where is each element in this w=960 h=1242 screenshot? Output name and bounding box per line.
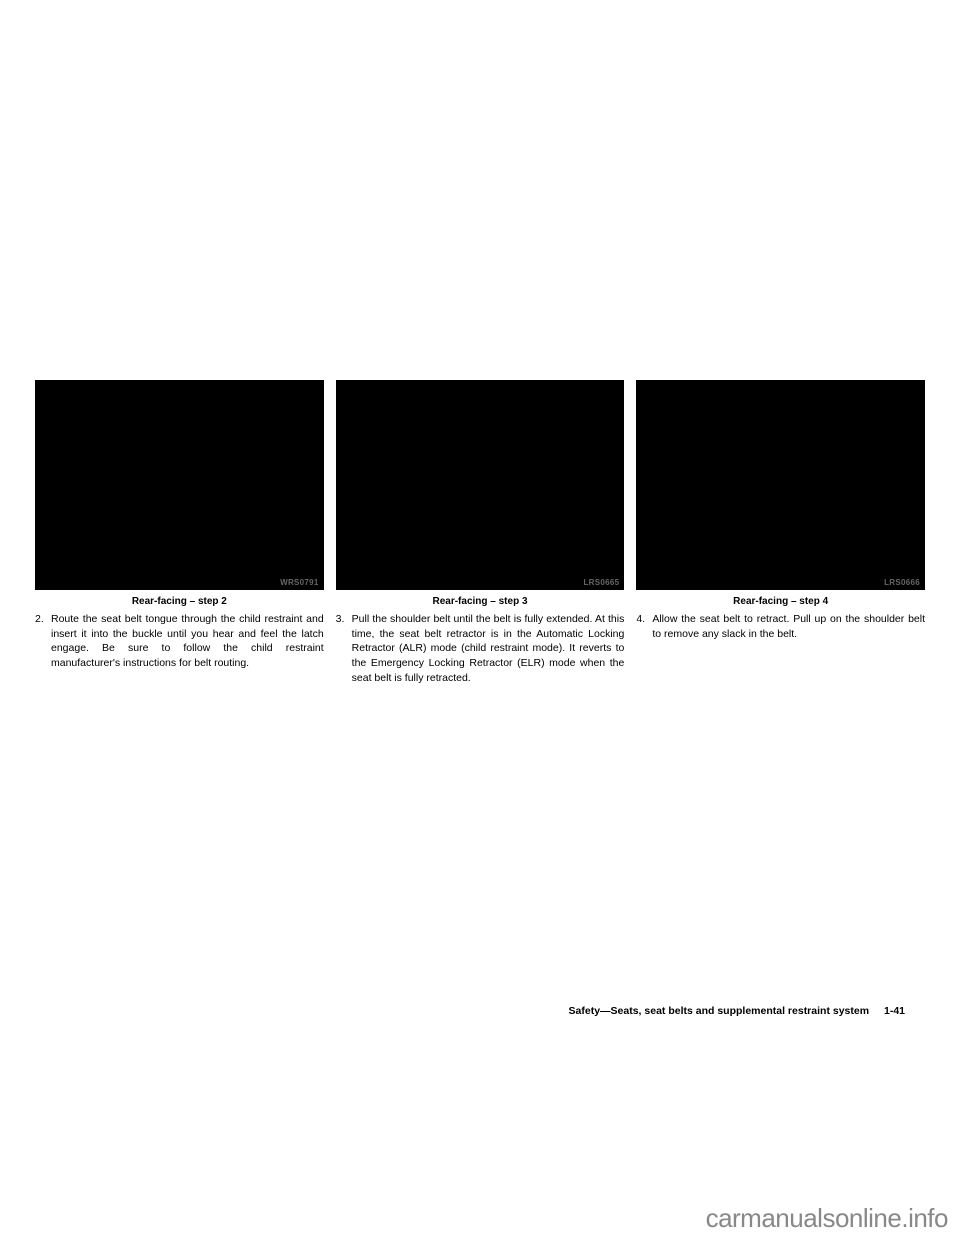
column-1: WRS0791 Rear-facing – step 2 2. Route th… xyxy=(35,380,324,685)
step-number-1: 2. xyxy=(35,612,51,671)
image-code-1: WRS0791 xyxy=(280,578,319,587)
step-body-1: Route the seat belt tongue through the c… xyxy=(51,612,324,671)
step-number-2: 3. xyxy=(336,612,352,685)
content-area: WRS0791 Rear-facing – step 2 2. Route th… xyxy=(35,380,925,685)
figure-caption-1: Rear-facing – step 2 xyxy=(35,596,324,607)
page-footer: Safety—Seats, seat belts and supplementa… xyxy=(569,1005,905,1017)
step-text-1: 2. Route the seat belt tongue through th… xyxy=(35,612,324,671)
section-title: Safety—Seats, seat belts and supplementa… xyxy=(569,1005,870,1017)
step-text-3: 4. Allow the seat belt to retract. Pull … xyxy=(636,612,925,641)
figure-image-2: LRS0665 xyxy=(336,380,625,590)
step-body-2: Pull the shoulder belt until the belt is… xyxy=(352,612,625,685)
figure-image-3: LRS0666 xyxy=(636,380,925,590)
figure-image-1: WRS0791 xyxy=(35,380,324,590)
figure-caption-2: Rear-facing – step 3 xyxy=(336,596,625,607)
page-number: 1-41 xyxy=(884,1005,905,1017)
step-number-3: 4. xyxy=(636,612,652,641)
image-code-3: LRS0666 xyxy=(884,578,920,587)
column-2: LRS0665 Rear-facing – step 3 3. Pull the… xyxy=(336,380,625,685)
image-code-2: LRS0665 xyxy=(583,578,619,587)
step-text-2: 3. Pull the shoulder belt until the belt… xyxy=(336,612,625,685)
step-body-3: Allow the seat belt to retract. Pull up … xyxy=(652,612,925,641)
column-3: LRS0666 Rear-facing – step 4 4. Allow th… xyxy=(636,380,925,685)
figure-caption-3: Rear-facing – step 4 xyxy=(636,596,925,607)
watermark: carmanualsonline.info xyxy=(706,1203,948,1234)
